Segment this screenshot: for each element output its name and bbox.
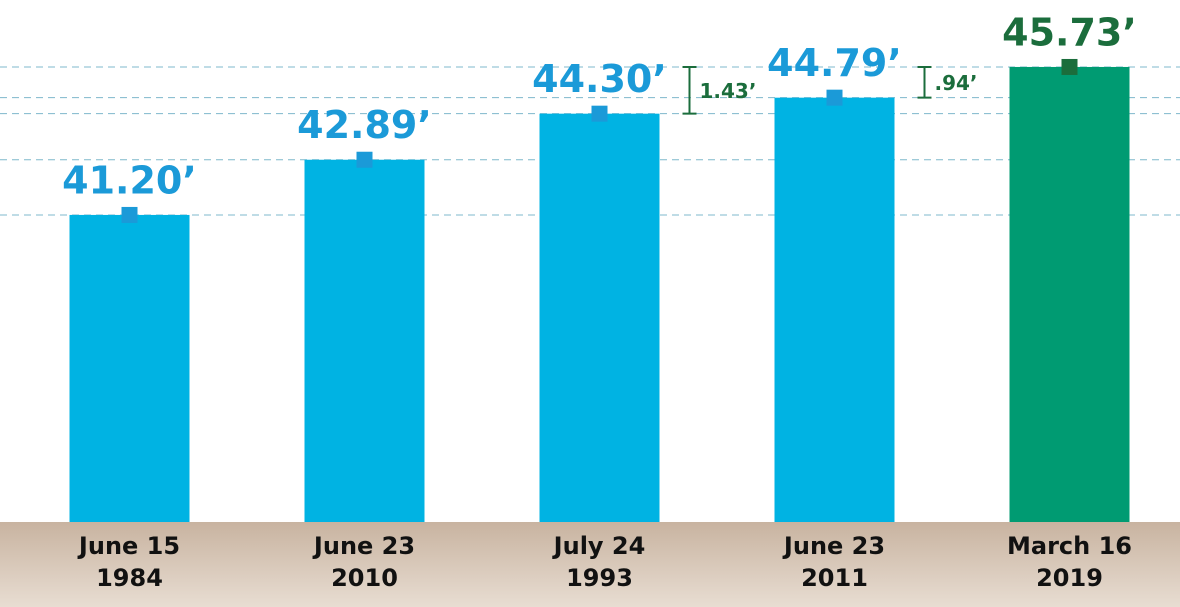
x-tick-label: July 24 1993 — [553, 532, 646, 592]
bar — [69, 214, 190, 523]
bar-marker — [356, 151, 373, 168]
value-label: 44.79’ — [767, 41, 902, 85]
x-tick-label: June 15 1984 — [78, 532, 181, 592]
value-label: 41.20’ — [62, 158, 197, 202]
x-tick-label: March 16 2019 — [1007, 532, 1132, 592]
x-tick-label: June 23 2010 — [313, 532, 416, 592]
value-label: 42.89’ — [297, 103, 432, 147]
bar-marker — [121, 206, 138, 223]
value-label: 44.30’ — [532, 57, 667, 101]
bar-marker — [826, 89, 843, 106]
gap-bracket — [917, 65, 932, 99]
bar — [1009, 66, 1130, 522]
bar-marker — [1061, 58, 1078, 75]
bar — [304, 159, 425, 523]
value-label: 45.73’ — [1002, 10, 1137, 54]
bar-marker — [591, 105, 608, 122]
bar — [774, 97, 895, 522]
gap-label: .94’ — [935, 71, 978, 95]
gap-label: 1.43’ — [700, 79, 757, 103]
x-tick-label: June 23 2011 — [783, 532, 886, 592]
gap-bracket — [682, 65, 697, 115]
ground-band — [0, 522, 1180, 607]
bar — [539, 113, 660, 522]
